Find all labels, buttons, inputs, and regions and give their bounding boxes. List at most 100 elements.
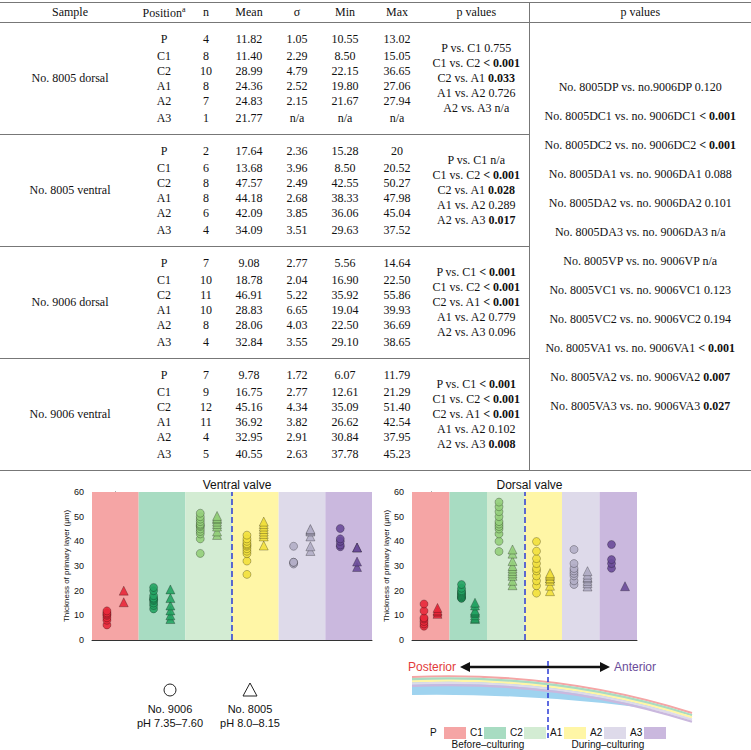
html-text:A2: A2 (156, 93, 172, 108)
html-text:21.77: 21.77 (235, 110, 263, 125)
html-text:A3: A3 (156, 110, 172, 125)
html-text:9.08: 9.08 (238, 255, 260, 270)
html-text:45.04: 45.04 (383, 205, 411, 220)
html-text:34.09: 34.09 (235, 222, 263, 237)
html-text:38.33: 38.33 (331, 190, 359, 205)
svg-text:60: 60 (74, 487, 84, 497)
svg-text:C1: C1 (470, 727, 483, 738)
html-text:No. 8005VC1 vs. no. 9006VC1 0.: No. 8005VC1 vs. no. 9006VC1 0.123 (549, 282, 732, 297)
html-text:36.65: 36.65 (383, 63, 411, 78)
html-text:Positiona: Positiona (142, 4, 186, 20)
html-text:15.05: 15.05 (383, 48, 411, 63)
svg-text:A1: A1 (550, 727, 563, 738)
html-text:21.67: 21.67 (331, 93, 359, 108)
html-text:44.18: 44.18 (235, 190, 263, 205)
svg-text:pH 8.0–8.15: pH 8.0–8.15 (220, 717, 280, 729)
html-text:n/a: n/a (389, 110, 405, 125)
svg-text:Posterior: Posterior (408, 660, 456, 674)
svg-text:20: 20 (394, 586, 404, 596)
html-text:3.96: 3.96 (286, 160, 308, 175)
html-text:No. 8005DC2 vs. no. 9006DC2 <: No. 8005DC2 vs. no. 9006DC2 < 0.001 (544, 137, 736, 152)
html-text:No. 8005DP vs. no.9006DP 0.120: No. 8005DP vs. no.9006DP 0.120 (558, 79, 722, 94)
html-text:A2: A2 (156, 205, 172, 220)
html-text:13.02: 13.02 (383, 31, 411, 46)
html-text:A3: A3 (156, 222, 172, 237)
svg-text:30: 30 (74, 561, 84, 571)
html-text:24.83: 24.83 (235, 93, 263, 108)
html-text:27.06: 27.06 (383, 78, 411, 93)
svg-text:Ventral valve: Ventral valve (203, 478, 272, 492)
html-text:8.50: 8.50 (334, 48, 356, 63)
svg-text:40: 40 (74, 536, 84, 546)
svg-text:No. 8005: No. 8005 (228, 703, 273, 715)
html-text:2.29: 2.29 (286, 48, 308, 63)
html-text:15.28: 15.28 (331, 143, 359, 158)
html-text:n/a: n/a (337, 110, 353, 125)
svg-text:Dorsal valve: Dorsal valve (496, 478, 562, 492)
svg-text:P: P (430, 727, 437, 738)
html-text:2.15: 2.15 (286, 93, 308, 108)
html-text:A1: A1 (156, 78, 172, 93)
html-text:No. 8005DA1 vs. no. 9006DA1 0.: No. 8005DA1 vs. no. 9006DA1 0.088 (548, 166, 732, 181)
svg-text:50: 50 (74, 512, 84, 522)
html-text:17.64: 17.64 (235, 143, 263, 158)
html-text:29.63: 29.63 (331, 222, 359, 237)
html-text:No. 8005VA1 vs. no. 9006VA1 <: No. 8005VA1 vs. no. 9006VA1 < 0.001 (545, 340, 736, 355)
svg-text:20: 20 (74, 586, 84, 596)
svg-text:pH 7.35–7.60: pH 7.35–7.60 (137, 717, 203, 729)
svg-text:0: 0 (399, 635, 404, 645)
svg-text:10: 10 (74, 610, 84, 620)
html-text:No. 8005DA2 vs. no. 9006DA2 0.: No. 8005DA2 vs. no. 9006DA2 0.101 (548, 195, 732, 210)
svg-text:Thickness of primary layer (μm: Thickness of primary layer (μm) (62, 510, 71, 623)
svg-text:C2: C2 (510, 727, 523, 738)
html-text:47.57: 47.57 (235, 175, 263, 190)
html-text:36.06: 36.06 (331, 205, 359, 220)
svg-text:No. 9006: No. 9006 (148, 703, 193, 715)
html-text:28.99: 28.99 (235, 63, 263, 78)
html-text:20.52: 20.52 (383, 160, 411, 175)
html-text:2.49: 2.49 (286, 175, 308, 190)
svg-text:Anterior: Anterior (614, 660, 656, 674)
html-text:37.52: 37.52 (383, 222, 411, 237)
svg-text:A3: A3 (630, 727, 643, 738)
html-text:11.82: 11.82 (235, 31, 263, 46)
html-text:42.55: 42.55 (331, 175, 359, 190)
html-text:2.68: 2.68 (286, 190, 308, 205)
html-text:24.36: 24.36 (235, 78, 263, 93)
html-text:2.36: 2.36 (286, 143, 308, 158)
html-text:No. 8005VC2 vs. no. 9006VC2 0.: No. 8005VC2 vs. no. 9006VC2 0.194 (549, 311, 732, 326)
html-text:27.94: 27.94 (383, 93, 411, 108)
html-text:No. 8005VA2 vs. no. 9006VA2 0.: No. 8005VA2 vs. no. 9006VA2 0.007 (550, 369, 731, 384)
html-text:2.77: 2.77 (286, 255, 308, 270)
html-text:10.55: 10.55 (331, 31, 359, 46)
html-text:No. 8005VP vs. no. 9006VP n/a: No. 8005VP vs. no. 9006VP n/a (563, 253, 718, 268)
html-text:No. 8005DA3 vs. no. 9006DA3 n/: No. 8005DA3 vs. no. 9006DA3 n/a (554, 224, 726, 239)
html-text:4.79: 4.79 (286, 63, 308, 78)
html-text:22.15: 22.15 (331, 63, 359, 78)
html-text:A1: A1 (156, 190, 172, 205)
html-text:50.27: 50.27 (383, 175, 411, 190)
html-text:3.51: 3.51 (286, 222, 308, 237)
svg-text:10: 10 (394, 610, 404, 620)
svg-text:50: 50 (394, 512, 404, 522)
html-text:No. 8005VA3 vs. no. 9006VA3 0.: No. 8005VA3 vs. no. 9006VA3 0.027 (550, 398, 731, 413)
html-text:19.80: 19.80 (331, 78, 359, 93)
html-text:11.40: 11.40 (235, 48, 263, 63)
html-text:3.85: 3.85 (286, 205, 308, 220)
html-text:1.05: 1.05 (286, 31, 308, 46)
html-text:2.52: 2.52 (286, 78, 308, 93)
svg-text:30: 30 (394, 561, 404, 571)
html-text:47.98: 47.98 (383, 190, 411, 205)
html-text:No. 8005DC1 vs. no. 9006DC1 <: No. 8005DC1 vs. no. 9006DC1 < 0.001 (544, 108, 736, 123)
svg-text:Thickness of primary layer (μm: Thickness of primary layer (μm) (382, 510, 391, 623)
html-text:42.09: 42.09 (235, 205, 263, 220)
html-text:13.68: 13.68 (235, 160, 263, 175)
html-text:8.50: 8.50 (334, 160, 356, 175)
svg-text:60: 60 (394, 487, 404, 497)
svg-text:0: 0 (79, 635, 84, 645)
svg-text:Before–culturing: Before–culturing (452, 739, 525, 750)
svg-text:A2: A2 (590, 727, 603, 738)
svg-text:40: 40 (394, 536, 404, 546)
svg-text:During–culturing: During–culturing (572, 739, 645, 750)
html-text:n/a: n/a (289, 110, 305, 125)
